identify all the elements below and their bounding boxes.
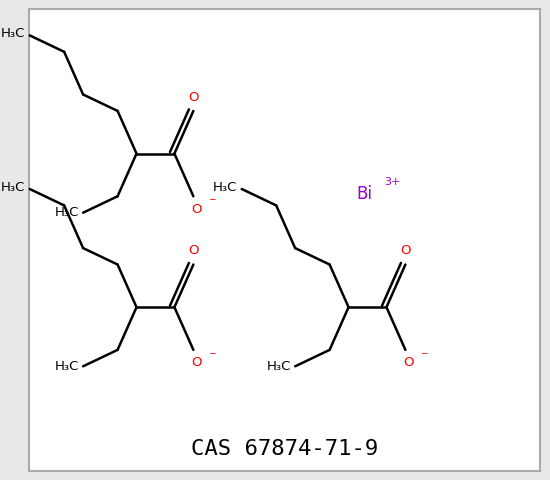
Text: O: O (403, 356, 413, 369)
Text: H₃C: H₃C (54, 360, 79, 373)
Text: O: O (188, 91, 199, 104)
Text: H₃C: H₃C (54, 206, 79, 219)
Text: Bi: Bi (356, 185, 372, 204)
Text: H₃C: H₃C (1, 27, 25, 40)
Text: −: − (208, 194, 216, 203)
FancyBboxPatch shape (30, 9, 541, 471)
Text: 3+: 3+ (384, 178, 400, 187)
Text: O: O (188, 244, 199, 257)
Text: H₃C: H₃C (213, 180, 238, 193)
Text: H₃C: H₃C (267, 360, 291, 373)
Text: CAS 67874-71-9: CAS 67874-71-9 (191, 439, 378, 459)
Text: O: O (191, 356, 201, 369)
Text: O: O (191, 203, 201, 216)
Text: −: − (208, 348, 216, 357)
Text: −: − (420, 348, 428, 357)
Text: H₃C: H₃C (1, 180, 25, 193)
Text: O: O (400, 244, 411, 257)
